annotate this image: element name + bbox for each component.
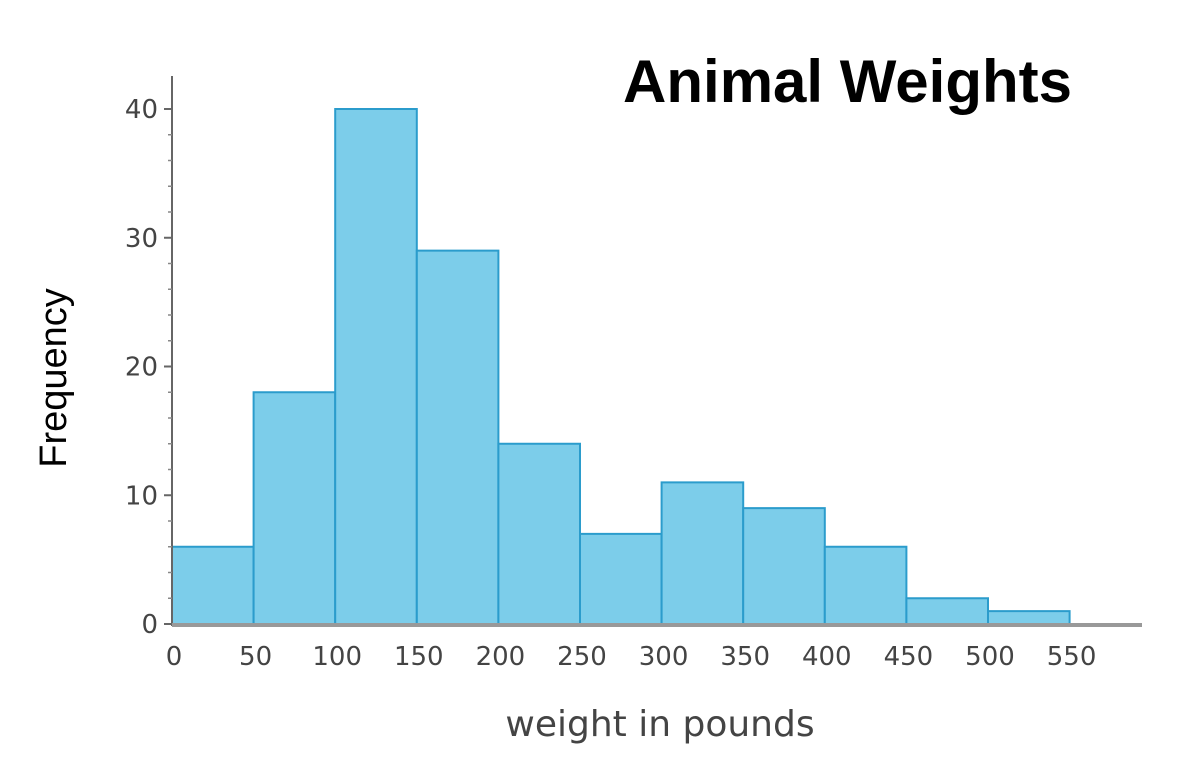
y-tick-label: 0: [141, 610, 158, 640]
histogram-bar-500-550: [987, 610, 1071, 625]
x-tick-label: 250: [557, 642, 607, 672]
histogram-bar-100-150: [334, 108, 418, 625]
x-tick-label: 150: [394, 642, 444, 672]
y-tick-label: 40: [125, 95, 158, 125]
y-tick-label: 30: [125, 224, 158, 254]
axes-group: [171, 76, 1142, 627]
y-ticks-group: 0 10 20 30 40: [125, 95, 172, 640]
x-tick-label: 100: [312, 642, 362, 672]
x-tick-label: 500: [965, 642, 1015, 672]
histogram-bar-150-200: [415, 249, 500, 625]
histogram-bar-450-500: [905, 597, 990, 625]
histogram-bar-200-250: [497, 442, 581, 625]
x-tick-label: 0: [166, 642, 183, 672]
histogram-bar-400-450: [823, 545, 908, 625]
x-tick-label: 400: [802, 642, 852, 672]
histogram-bar-350-400: [742, 507, 826, 625]
x-tick-label: 550: [1047, 642, 1097, 672]
y-axis-label: Frequency: [33, 288, 75, 468]
x-tick-label: 300: [639, 642, 689, 672]
x-ticks-group: 0 50 100 150 200 250 300 350 400 450 500 550: [166, 642, 1097, 672]
x-tick-label: 350: [720, 642, 770, 672]
x-tick-label: 450: [884, 642, 934, 672]
histogram-bar-300-350: [660, 481, 745, 625]
bars-group: [171, 108, 1071, 625]
x-axis-label: weight in pounds: [505, 704, 814, 745]
y-tick-label: 10: [125, 481, 158, 511]
x-tick-label: 200: [476, 642, 526, 672]
histogram-bar-0-50: [171, 545, 255, 625]
y-tick-label: 20: [125, 353, 158, 383]
histogram-bar-250-300: [579, 532, 663, 625]
x-tick-label: 50: [239, 642, 272, 672]
chart-title: Animal Weights: [623, 48, 1072, 115]
histogram-bar-50-100: [252, 391, 337, 625]
